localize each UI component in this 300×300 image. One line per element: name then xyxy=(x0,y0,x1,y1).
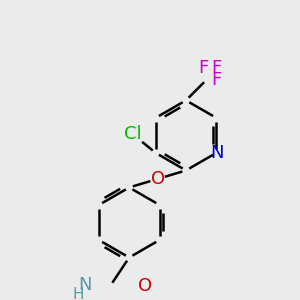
Text: O: O xyxy=(138,277,152,295)
Text: N: N xyxy=(211,144,224,162)
Text: Cl: Cl xyxy=(124,125,142,143)
Text: H: H xyxy=(72,287,84,300)
Text: N: N xyxy=(78,276,92,294)
Text: O: O xyxy=(151,170,165,188)
Text: F: F xyxy=(211,70,221,88)
Text: F: F xyxy=(211,59,221,77)
Text: F: F xyxy=(198,59,208,77)
